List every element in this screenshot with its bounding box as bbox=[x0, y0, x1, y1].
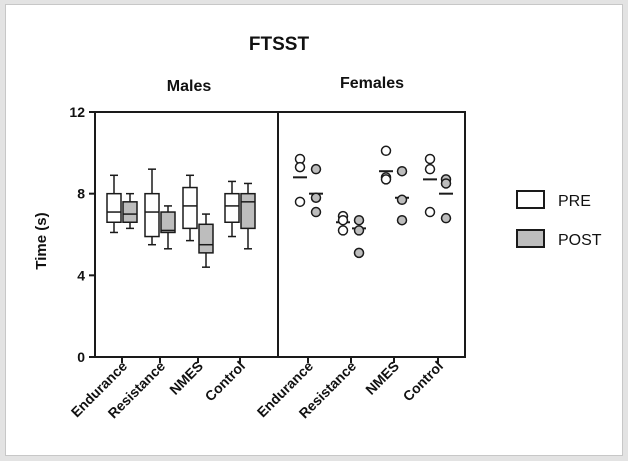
y-axis-label: Time (s) bbox=[33, 212, 50, 269]
points-pre-control bbox=[423, 153, 437, 218]
box-pre-nmes bbox=[182, 174, 198, 242]
y-tick-label: 0 bbox=[77, 349, 85, 365]
figure-frame: FTSST Males Females Time (s) 0 4 8 12 Endura… bbox=[5, 4, 623, 456]
box-iqr bbox=[182, 186, 198, 230]
points-post-resistance bbox=[352, 214, 366, 259]
points-post-nmes bbox=[395, 165, 409, 226]
data-point bbox=[294, 161, 306, 173]
panel-label-females: Females bbox=[340, 75, 404, 92]
data-point bbox=[294, 196, 306, 208]
legend: PRE POST bbox=[516, 190, 602, 249]
box-post-resistance bbox=[160, 205, 176, 250]
box-pre-control bbox=[224, 180, 240, 238]
box-iqr bbox=[160, 211, 176, 234]
box-iqr bbox=[122, 201, 138, 223]
legend-label-pre: PRE bbox=[558, 193, 591, 210]
data-point bbox=[353, 214, 365, 226]
x-tick-label-males-nmes: NMES bbox=[166, 358, 206, 398]
plot-border bbox=[94, 111, 466, 358]
y-tick-label: 8 bbox=[77, 186, 85, 202]
legend-swatch-post bbox=[516, 229, 545, 248]
points-pre-resistance bbox=[336, 210, 350, 236]
points-post-control bbox=[439, 174, 453, 224]
data-point bbox=[440, 212, 452, 224]
data-point bbox=[380, 174, 392, 185]
data-point bbox=[353, 225, 365, 236]
data-point bbox=[396, 194, 408, 206]
chart-title: FTSST bbox=[249, 34, 310, 55]
legend-label-post: POST bbox=[558, 232, 602, 249]
data-point bbox=[424, 163, 436, 175]
panel-label-males: Males bbox=[167, 78, 212, 95]
data-point bbox=[337, 225, 349, 236]
data-point bbox=[353, 247, 365, 259]
box-post-control bbox=[240, 182, 256, 250]
box-iqr bbox=[144, 192, 160, 238]
data-point bbox=[310, 206, 322, 218]
x-tick-label-males-control: Control bbox=[202, 358, 249, 405]
box-post-endurance bbox=[122, 192, 138, 230]
data-point bbox=[337, 214, 349, 226]
data-point bbox=[310, 192, 322, 203]
data-point bbox=[440, 178, 452, 189]
data-point bbox=[396, 165, 408, 177]
x-tick-label-females-control: Control bbox=[400, 358, 447, 405]
x-tick-label-females-nmes: NMES bbox=[362, 358, 402, 398]
points-pre-nmes bbox=[379, 145, 393, 185]
box-iqr bbox=[224, 192, 240, 224]
data-point bbox=[424, 206, 436, 218]
box-iqr bbox=[106, 192, 122, 224]
box-iqr bbox=[198, 223, 214, 254]
legend-swatch-pre bbox=[516, 190, 545, 209]
points-pre-endurance bbox=[293, 153, 307, 208]
y-tick-label: 4 bbox=[77, 267, 85, 283]
y-tick-label: 12 bbox=[69, 104, 85, 120]
data-point bbox=[424, 153, 436, 165]
chart: FTSST Males Females Time (s) 04812Endura… bbox=[33, 34, 602, 421]
data-point bbox=[310, 163, 322, 175]
box-iqr bbox=[240, 192, 256, 230]
box-pre-endurance bbox=[106, 174, 122, 234]
data-point bbox=[396, 214, 408, 226]
points-post-endurance bbox=[309, 163, 323, 218]
box-post-nmes bbox=[198, 213, 214, 268]
box-pre-resistance bbox=[144, 168, 160, 246]
data-point bbox=[380, 145, 392, 157]
